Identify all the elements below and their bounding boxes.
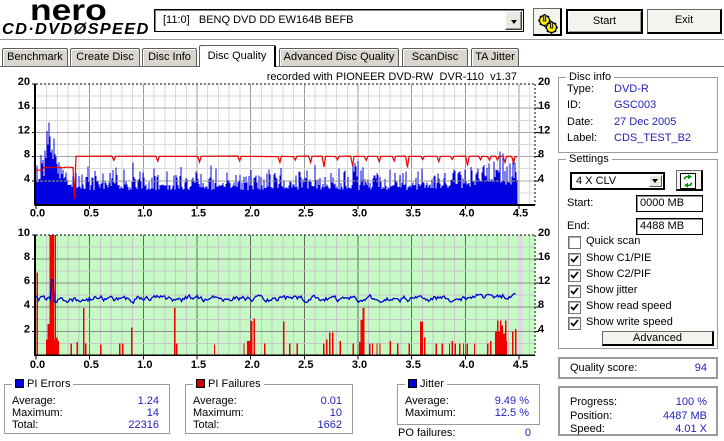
- svg-text:2.5: 2.5: [298, 208, 313, 220]
- svg-text:3.5: 3.5: [406, 359, 421, 371]
- svg-text:20: 20: [18, 76, 30, 88]
- svg-text:4: 4: [538, 323, 545, 335]
- svg-text:3.0: 3.0: [352, 208, 367, 220]
- svg-text:16: 16: [538, 251, 550, 263]
- svg-text:0.5: 0.5: [84, 359, 99, 371]
- svg-text:1.5: 1.5: [191, 359, 206, 371]
- svg-text:8: 8: [24, 149, 30, 161]
- svg-text:20: 20: [538, 76, 550, 88]
- svg-text:0.5: 0.5: [84, 208, 99, 220]
- svg-text:recorded with PIONEER DVD-RW: recorded with PIONEER DVD-RW DVR-110 v1.…: [267, 71, 517, 83]
- svg-text:4.0: 4.0: [459, 359, 474, 371]
- svg-text:4.5: 4.5: [513, 208, 528, 220]
- svg-text:20: 20: [538, 227, 550, 239]
- svg-text:0.0: 0.0: [30, 208, 45, 220]
- svg-text:12: 12: [538, 275, 550, 287]
- svg-text:1.0: 1.0: [137, 208, 152, 220]
- svg-text:12: 12: [18, 124, 30, 136]
- svg-text:6: 6: [24, 275, 30, 287]
- svg-text:12: 12: [538, 124, 550, 136]
- svg-text:10: 10: [18, 227, 30, 239]
- svg-text:8: 8: [24, 251, 30, 263]
- svg-text:2.0: 2.0: [245, 359, 260, 371]
- svg-text:4: 4: [24, 299, 31, 311]
- svg-text:0.0: 0.0: [30, 359, 45, 371]
- svg-text:8: 8: [538, 149, 544, 161]
- svg-text:3.5: 3.5: [406, 208, 421, 220]
- svg-text:16: 16: [18, 100, 30, 112]
- svg-text:4: 4: [24, 173, 31, 185]
- svg-text:1.5: 1.5: [191, 208, 206, 220]
- svg-text:4: 4: [538, 173, 545, 185]
- svg-text:8: 8: [538, 299, 544, 311]
- svg-text:2.5: 2.5: [298, 359, 313, 371]
- svg-text:16: 16: [538, 100, 550, 112]
- svg-text:4.5: 4.5: [513, 359, 528, 371]
- svg-text:4.0: 4.0: [459, 208, 474, 220]
- svg-text:1.0: 1.0: [137, 359, 152, 371]
- svg-text:3.0: 3.0: [352, 359, 367, 371]
- svg-text:2: 2: [24, 323, 30, 335]
- svg-text:2.0: 2.0: [245, 208, 260, 220]
